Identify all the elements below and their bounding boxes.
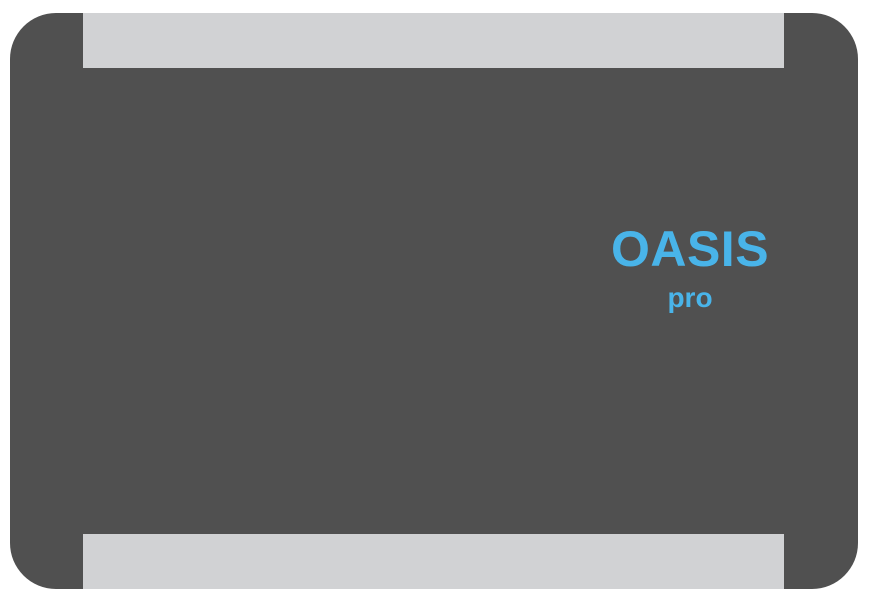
bottom-label-strip [83,534,784,589]
device-body [10,13,858,589]
brand-name: OASIS [610,221,770,277]
brand-logo: OASIS pro [580,220,800,314]
device-illustration: OASIS pro [10,13,858,589]
top-label-strip [83,13,784,68]
brand-edition: pro [667,282,713,313]
